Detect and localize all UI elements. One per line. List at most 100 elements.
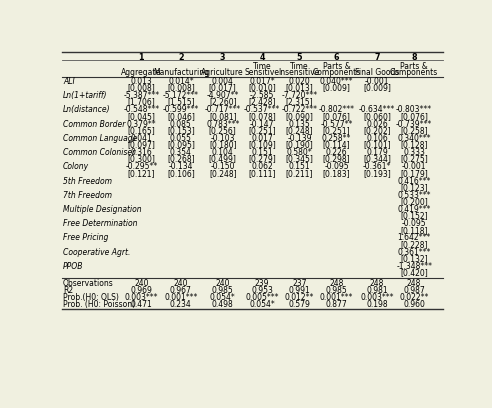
Text: [2.428]: [2.428] [248, 98, 276, 106]
Text: Ln(distance): Ln(distance) [63, 105, 111, 114]
Text: -0.095: -0.095 [402, 219, 427, 228]
Text: [0.251]: [0.251] [248, 126, 276, 135]
Text: 239: 239 [255, 279, 270, 288]
Text: 0.969: 0.969 [130, 286, 152, 295]
Text: 0.106: 0.106 [366, 134, 388, 143]
Text: 0.041: 0.041 [130, 134, 152, 143]
Text: [0.190]: [0.190] [285, 140, 313, 149]
Text: -0.537***: -0.537*** [244, 105, 280, 114]
Text: [0.165]: [0.165] [127, 126, 155, 135]
Text: ALI: ALI [63, 77, 75, 86]
Text: 0.877: 0.877 [326, 300, 347, 310]
Text: -7.720***: -7.720*** [281, 91, 317, 100]
Text: [0.275]: [0.275] [400, 155, 428, 164]
Text: 0.234: 0.234 [170, 300, 192, 310]
Text: [0.202]: [0.202] [363, 126, 391, 135]
Text: 0.013: 0.013 [130, 77, 152, 86]
Text: 248: 248 [369, 279, 384, 288]
Text: Observations: Observations [63, 279, 114, 288]
Text: -0.722***: -0.722*** [281, 105, 317, 114]
Text: -0.361*: -0.361* [363, 162, 391, 171]
Text: 0.316: 0.316 [130, 148, 152, 157]
Text: 6: 6 [334, 53, 339, 62]
Text: 0.361***: 0.361*** [398, 248, 431, 257]
Text: -0.548***: -0.548*** [123, 105, 159, 114]
Text: [0.076]: [0.076] [400, 112, 428, 121]
Text: 0.085: 0.085 [170, 120, 192, 129]
Text: Free Determination: Free Determination [63, 219, 138, 228]
Text: [0.268]: [0.268] [167, 155, 195, 164]
Text: 0.991: 0.991 [288, 286, 310, 295]
Text: 7: 7 [374, 53, 380, 62]
Text: Time: Time [253, 62, 272, 71]
Text: [0.211]: [0.211] [286, 169, 313, 178]
Text: -0.134: -0.134 [169, 162, 193, 171]
Text: Time: Time [290, 62, 309, 71]
Text: Manufacturing: Manufacturing [153, 68, 209, 77]
Text: Free Pricing: Free Pricing [63, 233, 108, 242]
Text: 0.953: 0.953 [251, 286, 273, 295]
Text: 0.020: 0.020 [288, 77, 310, 86]
Text: 0.179: 0.179 [366, 148, 388, 157]
Text: -0.634***: -0.634*** [359, 105, 395, 114]
Text: Parts &: Parts & [323, 62, 350, 71]
Text: Components: Components [312, 68, 361, 78]
Text: Agriculture: Agriculture [201, 68, 244, 77]
Text: Aggregate: Aggregate [121, 68, 161, 77]
Text: [0.152]: [0.152] [400, 212, 428, 221]
Text: 0.022**: 0.022** [400, 293, 429, 302]
Text: 3: 3 [220, 53, 225, 62]
Text: 237: 237 [292, 279, 307, 288]
Text: [0.300]: [0.300] [127, 155, 155, 164]
Text: [0.248]: [0.248] [209, 169, 237, 178]
Text: [0.123]: [0.123] [400, 183, 428, 192]
Text: -0.577**: -0.577** [320, 120, 353, 129]
Text: [0.251]: [0.251] [323, 126, 350, 135]
Text: 0.151: 0.151 [251, 148, 273, 157]
Text: 0.004: 0.004 [212, 77, 234, 86]
Text: R2: R2 [63, 286, 73, 295]
Text: [1.515]: [1.515] [167, 98, 195, 106]
Text: [2.315]: [2.315] [286, 98, 313, 106]
Text: [0.344]: [0.344] [363, 155, 391, 164]
Text: [1.706]: [1.706] [127, 98, 155, 106]
Text: -5.387***: -5.387*** [123, 91, 159, 100]
Text: 0.005***: 0.005*** [246, 293, 279, 302]
Text: 0.198: 0.198 [366, 300, 388, 310]
Text: 0.416***: 0.416*** [398, 177, 431, 186]
Text: [0.060]: [0.060] [363, 112, 391, 121]
Text: -0.103: -0.103 [211, 134, 235, 143]
Text: -2.585: -2.585 [250, 91, 275, 100]
Text: [0.045]: [0.045] [127, 112, 155, 121]
Text: 0.017: 0.017 [251, 134, 273, 143]
Text: -0.147: -0.147 [250, 120, 275, 129]
Text: 0.003***: 0.003*** [124, 293, 158, 302]
Text: -0.150: -0.150 [211, 162, 235, 171]
Text: 0.055: 0.055 [170, 134, 192, 143]
Text: 0.054*: 0.054* [210, 293, 236, 302]
Text: 240: 240 [134, 279, 149, 288]
Text: 5th Freedom: 5th Freedom [63, 177, 112, 186]
Text: [0.118]: [0.118] [400, 226, 428, 235]
Text: -0.295**: -0.295** [125, 162, 157, 171]
Text: 0.040***: 0.040*** [320, 77, 353, 86]
Text: [0.009]: [0.009] [363, 83, 391, 92]
Text: Parts &: Parts & [400, 62, 428, 71]
Text: 0.379**: 0.379** [126, 120, 156, 129]
Text: [0.228]: [0.228] [400, 240, 428, 249]
Text: [0.153]: [0.153] [167, 126, 195, 135]
Text: 0.026: 0.026 [366, 120, 388, 129]
Text: 8: 8 [411, 53, 417, 62]
Text: 0.985: 0.985 [326, 286, 347, 295]
Text: 0.981: 0.981 [366, 286, 388, 295]
Text: 0.419***: 0.419*** [398, 205, 431, 214]
Text: 0.985: 0.985 [212, 286, 234, 295]
Text: -0.001: -0.001 [365, 77, 389, 86]
Text: -0.803***: -0.803*** [396, 105, 432, 114]
Text: 0.135: 0.135 [288, 120, 310, 129]
Text: 0.783***: 0.783*** [206, 120, 240, 129]
Text: [2.260]: [2.260] [209, 98, 237, 106]
Text: -0.139: -0.139 [287, 134, 311, 143]
Text: 0.333: 0.333 [403, 148, 425, 157]
Text: -1.348***: -1.348*** [396, 262, 432, 271]
